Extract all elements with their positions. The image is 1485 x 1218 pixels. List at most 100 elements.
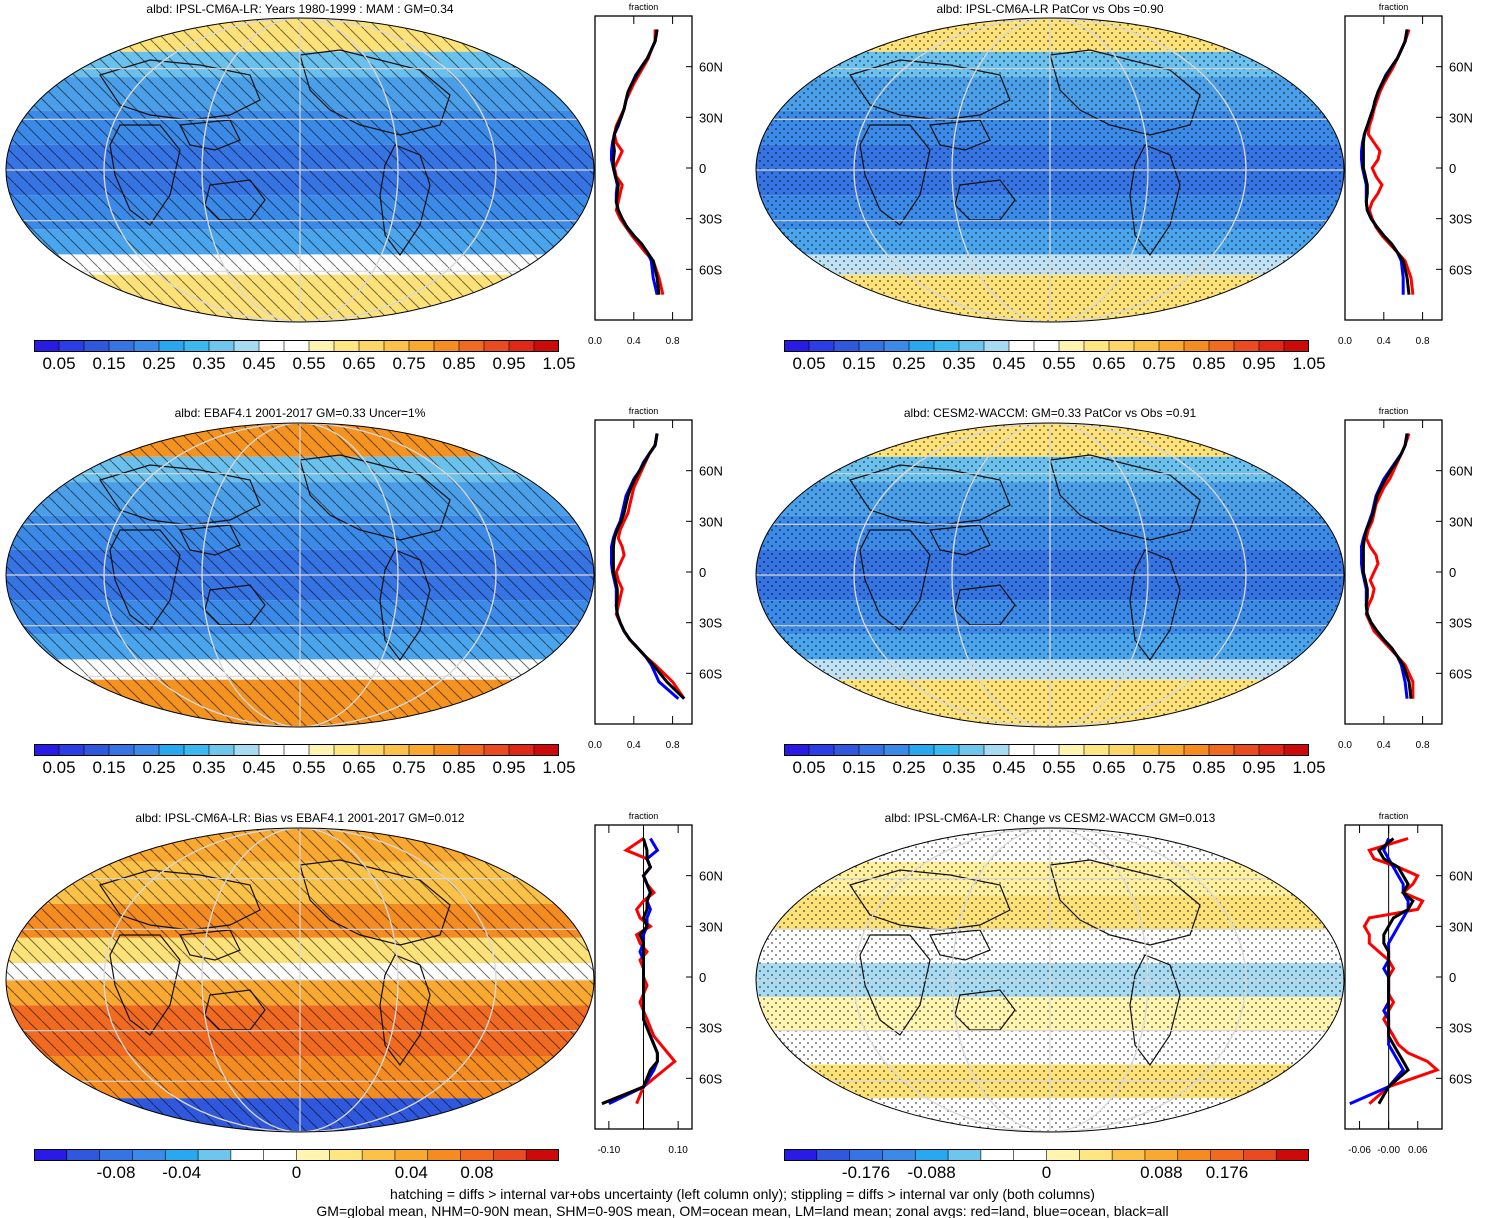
lat-tick-label: 30S [1449,1021,1472,1036]
colorbar-swatch [427,1149,462,1161]
colorbar-swatch [1133,340,1160,352]
colorbar-tick-label: 0.05 [42,758,76,777]
colorbar-swatch [132,1149,167,1161]
lat-tick-label: 60N [1449,464,1473,479]
colorbar-tick-label: 0.75 [1142,354,1176,373]
zonal-series-ff0000 [1362,837,1441,1105]
colorbar-swatch [158,744,185,756]
colorbar-swatch [208,340,235,352]
lat-tick-label: 60N [1449,869,1473,884]
colorbar-swatch [784,340,810,352]
colorbar-tick-label: 0.95 [1242,354,1276,373]
colorbar-swatch [66,1149,101,1161]
lat-tick-label: 0 [699,970,706,985]
colorbar-tick-label: 0.05 [792,758,826,777]
zonal-x-tick-label: 0.0 [1338,740,1352,751]
zonal-x-tick-label: 0.8 [666,740,680,751]
colorbar-swatch [1083,744,1110,756]
zonal-x-tick-label: -0.00 [1377,1145,1400,1156]
colorbar-tick-label: 0.85 [442,354,476,373]
zonal-x-tick-label: 0.4 [627,336,641,347]
colorbar-tick-label: 0.85 [1192,354,1226,373]
lat-tick-label: 0 [699,565,706,580]
colorbar-swatch [383,744,410,756]
lat-tick-label: 60N [1449,60,1473,75]
colorbar-swatch [34,340,60,352]
colorbar-swatch [808,744,835,756]
colorbar-swatch [34,744,60,756]
zonal-x-tick-label: 0.0 [588,740,602,751]
colorbar-swatch [958,340,985,352]
colorbar-tick-label: 1.05 [542,758,576,777]
lat-tick-label: 60S [699,1071,722,1086]
colorbar-swatch [1158,744,1185,756]
colorbar-labels-1: 0.05 0.15 0.25 0.35 0.45 0.55 0.65 0.75 0.85 0.95… [34,354,575,374]
zonal-x-tick-label: 0.8 [1416,336,1430,347]
zonal-series-ff0000 [612,29,665,296]
colorbar-5 [34,1149,559,1161]
colorbar-tick-label: 0.25 [142,758,176,777]
colorbar-labels-2: 0.05 0.15 0.25 0.35 0.45 0.55 0.65 0.75 0.85 0.95… [784,354,1325,374]
colorbar-tick-label: 0.75 [392,758,426,777]
zonal-plot-4: fraction 60N 30N 0 30S 60S 0.0 0.4 0.8 [1338,406,1473,751]
colorbar-tick-label: 0.95 [1242,758,1276,777]
map-panel-3 [5,422,595,728]
colorbar-swatch [1183,744,1210,756]
colorbar-swatch [882,1149,917,1161]
lat-tick-label: 30N [1449,110,1473,125]
zonal-x-tick-label: 0.4 [627,740,641,751]
lat-tick-label: 30N [699,514,723,529]
colorbar-swatch [433,340,460,352]
colorbar-swatch [296,1149,331,1161]
colorbar-tick-label: 0.65 [342,354,376,373]
colorbar-swatch [358,340,385,352]
lat-tick-label: 30N [699,110,723,125]
zonal-series-ff0000 [614,433,686,700]
zonal-plot-1: fraction 60N 30N 0 30S 60S 0.0 0.4 0.8 [588,2,723,347]
colorbar-swatch [858,340,885,352]
colorbar-swatch [258,744,285,756]
lat-tick-label: 60N [699,60,723,75]
colorbar-tick-label: 0.45 [992,758,1026,777]
colorbar-labels-5: -0.08 -0.04 0 0.04 0.08 [34,1163,559,1183]
zonal-x-tick-label: 0.4 [1377,336,1391,347]
colorbar-swatch [1033,744,1060,756]
colorbar-swatch [283,744,310,756]
colorbar-labels-3: 0.05 0.15 0.25 0.35 0.45 0.55 0.65 0.75 0.85 0.95… [34,758,575,778]
zonal-plot-3: fraction 60N 30N 0 30S 60S 0.0 0.4 0.8 [588,406,723,751]
colorbar-swatch [108,744,135,756]
zonal-series-0000ff [610,433,680,700]
zonal-series-0000ff [608,837,660,1106]
colorbar-swatch [1111,1149,1146,1161]
colorbar-swatch [933,744,960,756]
panel-title-3: albd: EBAF4.1 2001-2017 GM=0.33 Uncer=1% [174,406,426,420]
colorbar-1 [34,340,559,352]
colorbar-swatch [849,1149,884,1161]
colorbar-tick-label: 0.75 [392,354,426,373]
lat-tick-label: 0 [699,161,706,176]
colorbar-tick-label: 0.55 [292,758,326,777]
zonal-series-000000 [601,838,659,1106]
colorbar-swatch [1058,744,1085,756]
lat-tick-label: 30S [1449,212,1472,227]
lat-tick-label: 30S [699,616,722,631]
colorbar-swatch [58,744,85,756]
colorbar-swatch [408,744,435,756]
colorbar-swatch [784,1149,818,1161]
colorbar-swatch [908,744,935,756]
lat-tick-label: 60S [699,262,722,277]
panel-title-5: albd: IPSL-CM6A-LR: Bias vs EBAF4.1 2001… [135,811,465,825]
colorbar-swatch [358,744,385,756]
colorbar-swatch [458,340,485,352]
colorbar-tick-label: 0.65 [1092,354,1126,373]
colorbar-tick-label: 0.45 [242,354,276,373]
colorbar-swatch [333,340,360,352]
colorbar-tick-label: 0.45 [992,354,1026,373]
footer-line-2: GM=global mean, NHM=0-90N mean, SHM=0-90… [316,1203,1169,1218]
colorbar-swatch [914,1149,949,1161]
colorbar-tick-label: 0.55 [1042,354,1076,373]
zonal-x-tick-label: 0.10 [668,1145,688,1156]
colorbar-tick-label: -0.088 [907,1163,956,1182]
map-panel-4 [755,422,1345,728]
colorbar-swatch [108,340,135,352]
